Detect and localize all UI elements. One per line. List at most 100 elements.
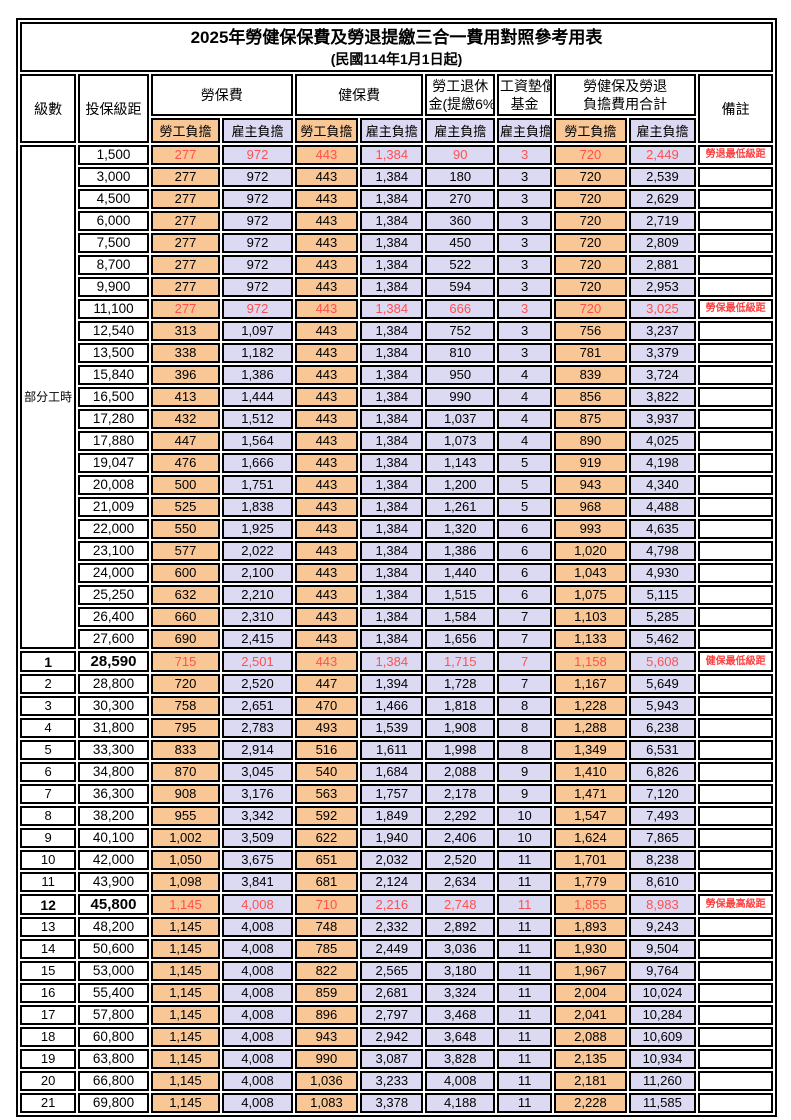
cell-total_er: 6,531 [628,740,697,761]
cell-labor_emp: 955 [150,806,221,827]
cell-labor_er: 4,008 [222,983,293,1004]
table-row: 20,008 500 1,751 443 1,384 1,200 5 943 4,340 [20,475,773,496]
cell-total_er: 2,629 [628,189,697,210]
cell-total_emp: 1,547 [554,806,627,827]
cell-health_er: 1,384 [360,497,424,518]
cell-labor_er: 972 [222,145,293,166]
cell-total_emp: 1,020 [554,541,627,562]
cell-health_er: 2,797 [360,1005,424,1026]
col-header-pension: 勞工退休 金(提繳6%) [425,74,495,117]
cell-total_emp: 875 [554,409,627,430]
cell-total_er: 5,285 [628,607,697,628]
cell-labor_er: 3,841 [222,872,293,893]
cell-fund: 8 [496,718,553,739]
cell-pension: 3,828 [425,1049,495,1070]
total-line1: 勞健保及勞退 [583,78,668,94]
wage-fund-line2: 基金 [510,96,539,113]
table-row: 4 31,800 795 2,783 493 1,539 1,908 8 1,288 6,238 [20,718,773,739]
cell-pension: 1,515 [425,585,495,606]
cell-labor_er: 3,342 [222,806,293,827]
cell-health_emp: 443 [294,299,359,320]
cell-labor_er: 3,176 [222,784,293,805]
cell-total_er: 6,826 [628,762,697,783]
cell-bracket: 22,000 [78,519,149,540]
cell-total_emp: 839 [554,365,627,386]
cell-health_er: 1,384 [360,519,424,540]
cell-pension: 1,818 [425,696,495,717]
cell-labor_er: 4,008 [222,894,293,916]
cell-remark [698,696,773,717]
cell-health_emp: 443 [294,541,359,562]
cell-labor_er: 4,008 [222,1005,293,1026]
cell-pension: 2,748 [425,894,495,916]
cell-labor_emp: 720 [150,674,221,695]
cell-health_er: 2,449 [360,939,424,960]
cell-remark [698,365,773,386]
cell-fund: 11 [496,983,553,1004]
cell-fund: 5 [496,453,553,474]
cell-total_emp: 1,133 [554,629,627,650]
cell-total_emp: 720 [554,299,627,320]
cell-total_er: 3,237 [628,321,697,342]
cell-health_emp: 785 [294,939,359,960]
cell-remark: 勞退最低級距 [698,145,773,166]
cell-fund: 10 [496,806,553,827]
cell-remark: 健保最低級距 [698,651,773,673]
cell-pension: 594 [425,277,495,298]
cell-bracket: 34,800 [78,762,149,783]
cell-labor_emp: 1,145 [150,1027,221,1048]
cell-remark: 勞保最高級距 [698,894,773,916]
cell-total_emp: 1,288 [554,718,627,739]
table-row: 17 57,800 1,145 4,008 896 2,797 3,468 11 2,041 10… [20,1005,773,1026]
table-row: 16 55,400 1,145 4,008 859 2,681 3,324 11 2,004 10… [20,983,773,1004]
cell-health_er: 1,384 [360,541,424,562]
cell-health_emp: 710 [294,894,359,916]
cell-labor_emp: 1,145 [150,1049,221,1070]
cell-fund: 11 [496,894,553,916]
cell-pension: 666 [425,299,495,320]
cell-pension: 4,008 [425,1071,495,1092]
cell-labor_emp: 476 [150,453,221,474]
cell-total_emp: 1,930 [554,939,627,960]
cell-remark [698,343,773,364]
table-row: 6 34,800 870 3,045 540 1,684 2,088 9 1,410 6,826 [20,762,773,783]
cell-labor_er: 972 [222,299,293,320]
table-row: 27,600 690 2,415 443 1,384 1,656 7 1,133 5,462 [20,629,773,650]
cell-health_er: 1,466 [360,696,424,717]
cell-remark [698,872,773,893]
cell-health_emp: 563 [294,784,359,805]
cell-labor_emp: 550 [150,519,221,540]
cell-health_er: 1,757 [360,784,424,805]
cell-labor_er: 4,008 [222,1093,293,1114]
cell-labor_emp: 1,050 [150,850,221,871]
cell-bracket: 20,008 [78,475,149,496]
cell-total_er: 11,260 [628,1071,697,1092]
table-row: 13,500 338 1,182 443 1,384 810 3 781 3,379 [20,343,773,364]
cell-total_emp: 1,471 [554,784,627,805]
cell-health_emp: 443 [294,255,359,276]
cell-health_emp: 822 [294,961,359,982]
cell-fund: 3 [496,299,553,320]
cell-labor_er: 2,783 [222,718,293,739]
subheader-pension-employer: 雇主負擔 [425,118,495,144]
cell-total_emp: 1,779 [554,872,627,893]
cell-labor_emp: 277 [150,255,221,276]
cell-bracket: 53,000 [78,961,149,982]
cell-total_er: 10,934 [628,1049,697,1070]
cell-health_er: 2,124 [360,872,424,893]
cell-total_emp: 720 [554,167,627,188]
cell-fund: 9 [496,784,553,805]
cell-labor_er: 1,925 [222,519,293,540]
table-header: 2025年勞健保保費及勞退提繳三合一費用對照參考用表 (民國114年1月1日起)… [20,22,773,144]
cell-labor_er: 4,008 [222,961,293,982]
cell-fund: 4 [496,431,553,452]
cell-bracket: 33,300 [78,740,149,761]
cell-bracket: 24,000 [78,563,149,584]
cell-bracket: 27,600 [78,629,149,650]
cell-total_emp: 919 [554,453,627,474]
cell-pension: 1,584 [425,607,495,628]
cell-pension: 2,292 [425,806,495,827]
cell-total_er: 4,798 [628,541,697,562]
table-row: 20 66,800 1,145 4,008 1,036 3,233 4,008 11 2,181… [20,1071,773,1092]
